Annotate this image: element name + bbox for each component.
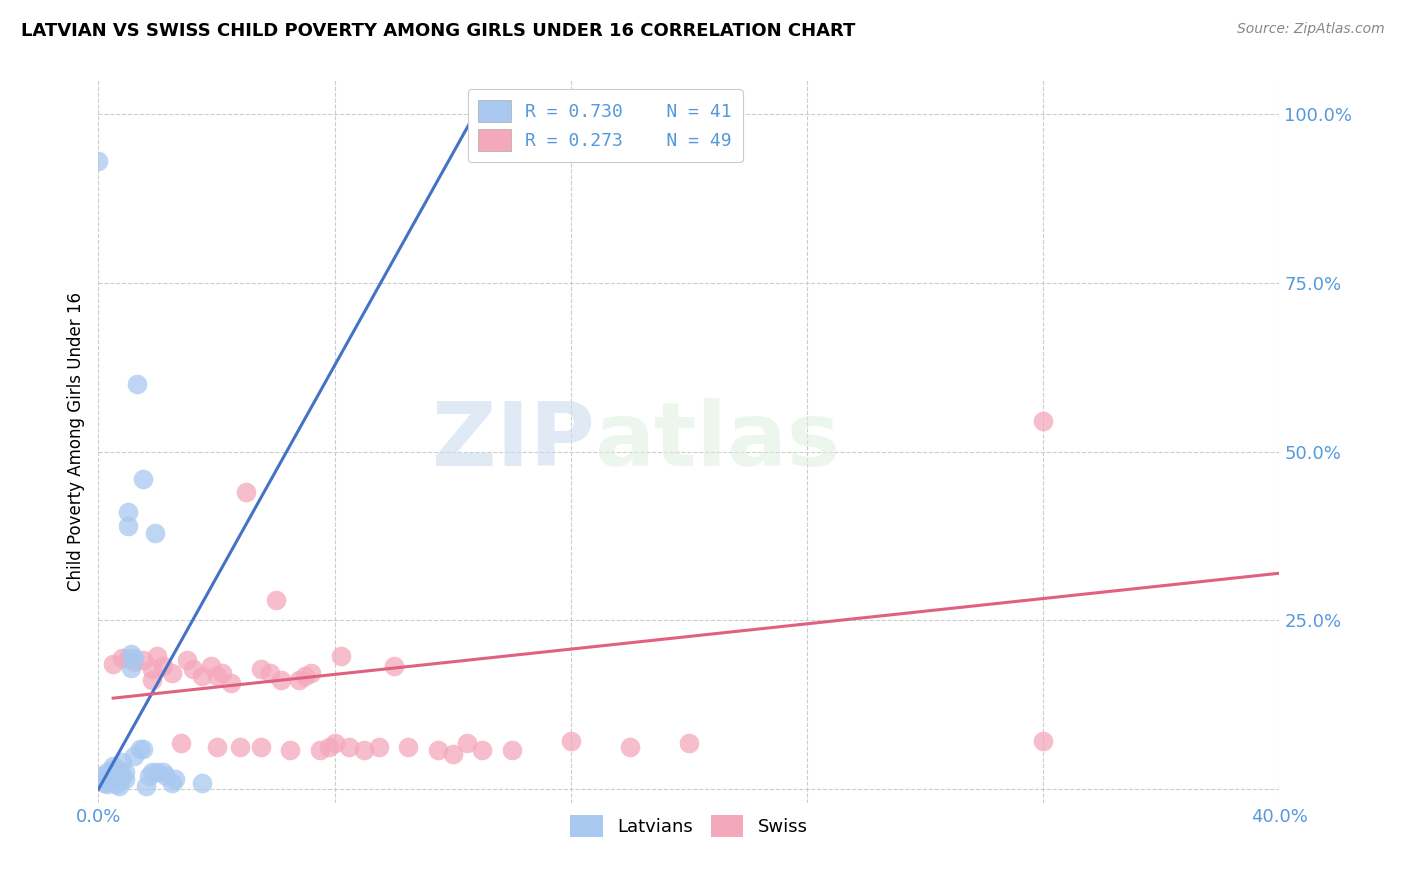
Point <box>181 662 204 676</box>
Point <box>250 740 273 755</box>
Point <box>143 525 166 540</box>
Point <box>250 662 273 676</box>
Text: ZIP: ZIP <box>432 398 595 485</box>
Point <box>117 650 139 665</box>
Point <box>90 769 112 783</box>
Point <box>125 377 148 392</box>
Point <box>103 770 125 784</box>
Point <box>122 650 145 665</box>
Point <box>191 775 214 789</box>
Point <box>270 673 292 687</box>
Point <box>211 666 233 681</box>
Point <box>114 772 136 787</box>
Point <box>114 765 136 780</box>
Point <box>128 741 150 756</box>
Point <box>221 675 243 690</box>
Point <box>132 653 155 667</box>
Point <box>382 659 405 673</box>
Point <box>98 767 121 781</box>
Point <box>98 774 121 789</box>
Point <box>288 673 311 687</box>
Text: atlas: atlas <box>595 398 841 485</box>
Point <box>111 756 134 770</box>
Point <box>471 743 494 757</box>
Point <box>619 740 641 755</box>
Point <box>353 743 375 757</box>
Point <box>141 765 163 780</box>
Text: LATVIAN VS SWISS CHILD POVERTY AMONG GIRLS UNDER 16 CORRELATION CHART: LATVIAN VS SWISS CHILD POVERTY AMONG GIR… <box>21 22 855 40</box>
Point <box>96 765 118 780</box>
Point <box>162 666 183 681</box>
Text: Source: ZipAtlas.com: Source: ZipAtlas.com <box>1237 22 1385 37</box>
Point <box>229 740 252 755</box>
Point <box>111 650 134 665</box>
Point <box>235 485 257 500</box>
Point <box>108 764 131 778</box>
Point <box>146 765 169 780</box>
Point <box>329 648 352 663</box>
Point <box>501 743 523 757</box>
Point <box>398 740 420 755</box>
Point <box>132 472 155 486</box>
Point <box>108 767 131 781</box>
Point <box>117 519 139 533</box>
Point <box>105 769 128 783</box>
Point <box>135 779 157 793</box>
Point <box>299 666 322 681</box>
Point <box>457 736 479 750</box>
Legend: Latvians, Swiss: Latvians, Swiss <box>562 808 815 845</box>
Point <box>122 748 145 763</box>
Point <box>108 779 131 793</box>
Point <box>152 659 174 673</box>
Point <box>176 653 198 667</box>
Point <box>205 740 228 755</box>
Point <box>103 657 125 672</box>
Point <box>1032 733 1054 747</box>
Point <box>294 669 316 683</box>
Point <box>141 662 163 676</box>
Point <box>93 772 115 787</box>
Point <box>560 733 582 747</box>
Point <box>103 762 125 776</box>
Point <box>205 669 228 683</box>
Point <box>280 743 302 757</box>
Point <box>155 769 177 783</box>
Point <box>138 769 160 783</box>
Point <box>103 758 125 772</box>
Y-axis label: Child Poverty Among Girls Under 16: Child Poverty Among Girls Under 16 <box>66 292 84 591</box>
Point <box>120 647 142 661</box>
Point <box>122 656 145 670</box>
Point <box>152 765 174 780</box>
Point <box>309 743 332 757</box>
Point <box>368 740 391 755</box>
Point <box>441 747 464 761</box>
Point <box>111 770 134 784</box>
Point <box>162 775 183 789</box>
Point <box>165 772 187 787</box>
Point <box>96 777 118 791</box>
Point <box>259 666 281 681</box>
Point <box>264 593 287 607</box>
Point <box>93 775 115 789</box>
Point <box>678 736 700 750</box>
Point <box>427 743 450 757</box>
Point <box>1032 414 1054 428</box>
Point <box>120 661 142 675</box>
Point <box>141 673 163 687</box>
Point <box>117 505 139 519</box>
Point <box>87 154 110 169</box>
Point <box>132 741 155 756</box>
Point <box>105 772 128 787</box>
Point <box>191 669 214 683</box>
Point <box>170 736 193 750</box>
Point <box>200 659 222 673</box>
Point <box>146 648 169 663</box>
Point <box>105 777 128 791</box>
Point <box>339 740 361 755</box>
Point <box>323 736 346 750</box>
Point <box>318 740 340 755</box>
